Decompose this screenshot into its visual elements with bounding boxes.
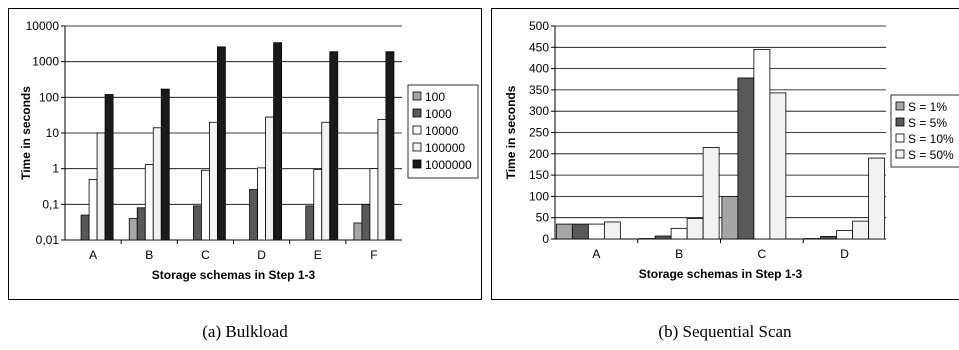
x-tick-label: D — [257, 248, 266, 262]
y-tick-label: 100 — [529, 189, 549, 203]
legend-swatch — [895, 101, 905, 111]
bar — [836, 230, 854, 240]
y-tick-label: 1 — [52, 162, 59, 176]
bar — [603, 221, 621, 240]
legend-label: S = 1% — [908, 100, 947, 114]
legend-swatch — [412, 108, 422, 118]
bar — [654, 235, 672, 240]
y-tick-label: 350 — [529, 83, 549, 97]
x-axis-label: Storage schemas in Step 1-3 — [152, 268, 316, 282]
bar — [721, 195, 739, 240]
y-tick-label: 0 — [542, 232, 549, 246]
bar — [702, 147, 720, 240]
y-tick-label: 250 — [529, 126, 549, 140]
y-tick-label: 50 — [536, 211, 550, 225]
x-axis-label: Storage schemas in Step 1-3 — [639, 267, 803, 281]
legend-swatch — [412, 91, 422, 101]
x-tick-label: C — [758, 247, 767, 261]
y-tick-label: 150 — [529, 168, 549, 182]
x-tick-label: D — [840, 247, 849, 261]
bar — [273, 42, 282, 241]
legend-label: 100 — [425, 90, 445, 104]
legend-swatch — [895, 149, 905, 159]
bar — [737, 77, 755, 240]
legend-label: 10000 — [425, 124, 459, 138]
y-tick-label: 1000 — [32, 55, 59, 69]
y-tick-label: 300 — [529, 104, 549, 118]
y-tick-label: 450 — [529, 40, 549, 54]
bar — [753, 49, 771, 240]
legend-label: 1000 — [425, 107, 452, 121]
bar — [160, 88, 170, 241]
legend-label: S = 50% — [908, 148, 954, 162]
legend-label: 1000000 — [425, 158, 472, 172]
legend-swatch — [412, 159, 422, 169]
bar — [769, 92, 787, 240]
bar — [555, 223, 573, 240]
bar — [385, 51, 395, 241]
bar — [329, 51, 339, 241]
x-tick-label: B — [675, 247, 683, 261]
x-tick-label: B — [145, 248, 153, 262]
y-tick-label: 400 — [529, 62, 549, 76]
bar — [217, 46, 226, 241]
legend-label: S = 10% — [908, 132, 954, 146]
y-tick-label: 200 — [529, 147, 549, 161]
legend-label: 100000 — [425, 141, 465, 155]
x-tick-label: A — [89, 248, 97, 262]
y-tick-label: 100 — [39, 90, 59, 104]
legend-swatch — [412, 125, 422, 135]
bar — [868, 157, 886, 240]
y-tick-label: 0,1 — [42, 197, 59, 211]
y-tick-label: 500 — [529, 19, 549, 33]
y-tick-label: 10 — [46, 126, 60, 140]
bar — [104, 94, 114, 241]
bar — [670, 227, 688, 240]
bar — [820, 236, 838, 240]
bar — [852, 220, 870, 240]
x-tick-label: C — [201, 248, 210, 262]
bar — [587, 223, 605, 240]
legend-swatch — [895, 133, 905, 143]
caption-bulkload: (a) Bulkload — [202, 322, 288, 341]
y-axis-label: Time in seconds — [19, 86, 33, 180]
x-tick-label: A — [592, 247, 600, 261]
x-tick-label: E — [314, 248, 322, 262]
caption-sequential-scan: (b) Sequential Scan — [658, 322, 792, 341]
legend-swatch — [412, 142, 422, 152]
bar — [571, 223, 589, 240]
legend-label: S = 5% — [908, 116, 947, 130]
legend-swatch — [895, 117, 905, 127]
panel-bulkload — [8, 8, 482, 300]
x-tick-label: F — [370, 248, 377, 262]
bar — [686, 218, 704, 240]
y-tick-label: 0,01 — [36, 233, 60, 247]
y-tick-label: 10000 — [26, 19, 60, 33]
y-axis-label: Time in seconds — [504, 85, 518, 179]
